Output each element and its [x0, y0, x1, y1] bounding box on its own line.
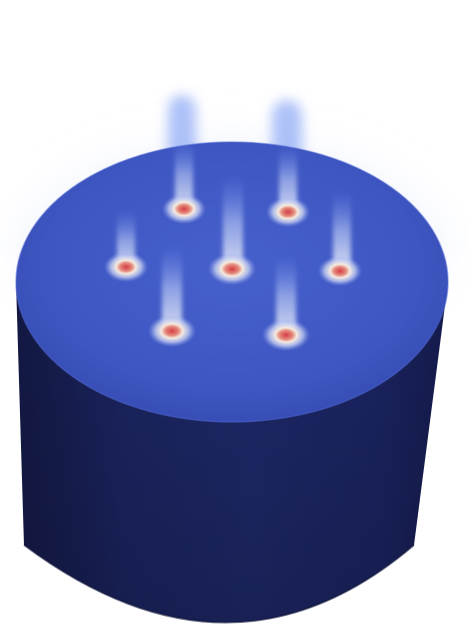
hotspots [104, 194, 362, 351]
hotspot-back-right [266, 197, 310, 227]
hotspot-middle-right [318, 256, 362, 286]
cylinder-top-rim [15, 141, 449, 423]
hotspot-back-left [162, 194, 206, 224]
surface-plumes [117, 142, 351, 335]
hotspot-front-right [262, 319, 310, 351]
hotspot-middle-left [104, 252, 148, 282]
hotspot-center [208, 253, 256, 285]
cylinder-bottom-rim [23, 544, 415, 624]
hotspot-front-left [148, 315, 196, 347]
